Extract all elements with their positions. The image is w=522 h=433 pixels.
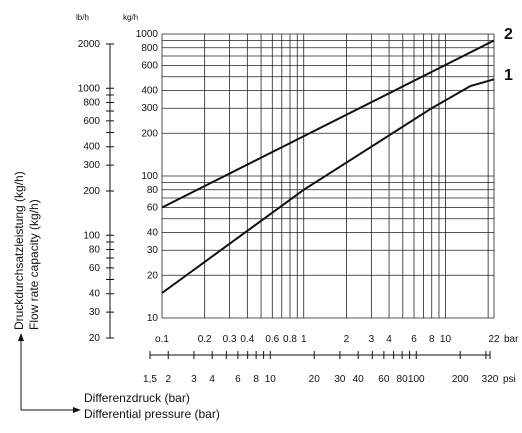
x-tick-label: 0.8 [283, 334, 297, 345]
x-tick-labels: o.1 0.2 0.3 0.4 0.6 0.8 1 2 3 4 6 8 10 22 [155, 334, 500, 345]
psi-tick-label: 6 [235, 374, 241, 385]
x-axis-title-de: Differenzdruck (bar) [84, 391, 190, 405]
x-tick-label: 4 [386, 334, 392, 345]
horizontal-gridlines [162, 33, 494, 319]
x-tick-label: 2 [344, 334, 350, 345]
series-2-label: 2 [504, 26, 513, 43]
kgh-unit-label: kg/h [123, 13, 138, 22]
x-tick-label: 0.2 [198, 334, 212, 345]
y-tick-label: 30 [147, 245, 159, 256]
series-line-1 [161, 78, 495, 294]
bar-unit-label: bar [504, 334, 519, 345]
lbh-tick-label: 600 [83, 116, 100, 127]
x-axis-title-en: Differential pressure (bar) [84, 407, 220, 421]
x-tick-label: 0.6 [265, 334, 279, 345]
lbh-tick-label: 60 [89, 263, 101, 274]
x-tick-label: 0.4 [240, 334, 254, 345]
psi-tick-label: 3 [191, 374, 197, 385]
x-tick-label: o.1 [155, 334, 169, 345]
y-tick-labels: 10 20 30 40 60 80 100 200 300 400 600 800 1000 [136, 29, 159, 324]
psi-tick-label: 200 [452, 374, 469, 385]
lbh-tick-label: 800 [83, 97, 100, 108]
lbh-tick-label: 100 [83, 230, 100, 241]
y-tick-label: 80 [147, 185, 159, 196]
y-tick-label: 800 [141, 43, 158, 54]
psi-tick-label: 1,5 [143, 374, 157, 385]
lbh-tick-label: 1000 [78, 83, 101, 94]
y-axis-title-de: Druckdurchsatzleistung (kg/h) [12, 171, 26, 330]
y-tick-label: 400 [141, 86, 158, 97]
y-tick-label: 300 [141, 103, 158, 114]
corner-arrow-right-head [73, 407, 81, 413]
psi-tick-label: 320 [482, 374, 499, 385]
lbh-tick-label: 80 [89, 244, 101, 255]
y-tick-label: 20 [147, 270, 159, 281]
y-tick-label: 60 [147, 203, 159, 214]
series-1-label: 1 [504, 67, 513, 84]
lbh-tick-label: 200 [83, 186, 100, 197]
x-tick-label: 10 [440, 334, 452, 345]
lbh-tick-label: 400 [83, 142, 100, 153]
x-tick-label: 8 [429, 334, 435, 345]
psi-tick-label: 60 [378, 374, 390, 385]
lbh-tick-label: 300 [83, 160, 100, 171]
lbh-axis: 20 30 40 60 80 100 200 300 400 600 800 1000 2000 [78, 39, 114, 344]
x-tick-label: 6 [411, 334, 417, 345]
psi-tick-label: 30 [334, 374, 346, 385]
psi-tick-label: 4 [209, 374, 215, 385]
psi-tick-label: 40 [353, 374, 365, 385]
psi-tick-label: 80 [397, 374, 409, 385]
y-tick-label: 1000 [136, 29, 159, 40]
psi-tick-label: 100 [408, 374, 425, 385]
lbh-tick-label: 30 [89, 307, 101, 318]
y-tick-label: 10 [147, 313, 159, 324]
psi-unit-label: psi [503, 374, 516, 385]
lbh-tick-label: 20 [89, 333, 101, 344]
psi-tick-label: 20 [309, 374, 321, 385]
psi-tick-label: 8 [253, 374, 259, 385]
series-line-2 [161, 39, 495, 209]
lbh-tick-label: 2000 [78, 39, 101, 50]
y-tick-label: 200 [141, 128, 158, 139]
lbh-tick-label: 40 [89, 289, 101, 300]
corner-arrow-up-head [18, 333, 24, 341]
psi-tick-label: 2 [165, 374, 171, 385]
x-tick-label: 22 [488, 334, 500, 345]
x-tick-label: 0.3 [223, 334, 237, 345]
y-axis-title-en: Flow rate capacity (kg/h) [27, 199, 41, 330]
psi-axis: 1,5 2 3 4 6 8 10 20 30 40 60 80 100 200 320 [143, 351, 499, 385]
psi-tick-label: 10 [265, 374, 277, 385]
series-layer [161, 39, 495, 294]
y-tick-label: 100 [141, 171, 158, 182]
lbh-unit-label: lb/h [76, 13, 89, 22]
y-tick-label: 600 [141, 61, 158, 72]
x-tick-label: 1 [301, 334, 307, 345]
y-tick-label: 40 [147, 228, 159, 239]
x-tick-label: 3 [369, 334, 375, 345]
